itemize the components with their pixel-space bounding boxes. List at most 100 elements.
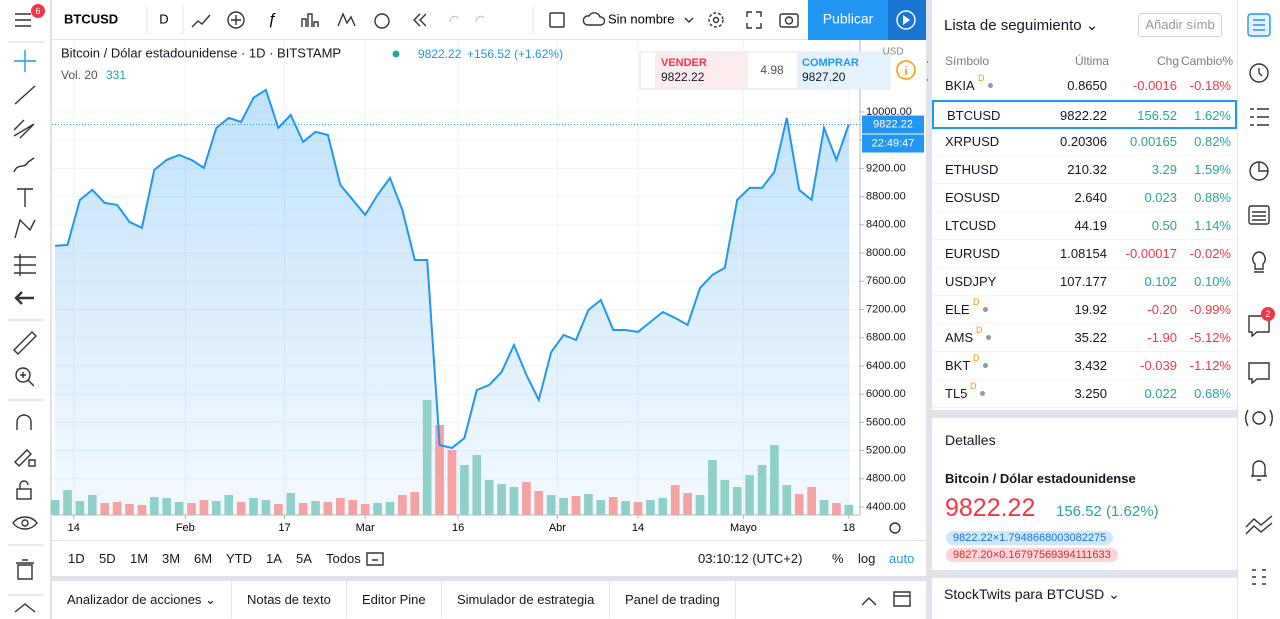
alerts-icon[interactable] <box>1249 63 1269 83</box>
zoom-buttons[interactable] <box>927 58 928 81</box>
range-button[interactable]: YTD <box>226 551 252 566</box>
pattern-tool[interactable] <box>14 218 36 239</box>
menu-icon[interactable] <box>15 13 31 27</box>
symbol[interactable]: BTCUSD <box>64 11 118 26</box>
indicator-add-icon[interactable] <box>227 11 245 29</box>
fib-tool[interactable] <box>13 119 35 139</box>
watchlist-row[interactable]: EURUSD 1.08154 -0.00017 -0.02% <box>932 240 1235 268</box>
stocktwits-text[interactable]: StockTwits para BTCUSD <box>944 586 1105 602</box>
fx-icon[interactable]: ƒ <box>268 11 277 28</box>
magnet-tool[interactable] <box>16 414 32 430</box>
fullscreen-icon[interactable] <box>746 11 762 29</box>
watchlist-row[interactable]: EOSUSD 2.640 0.023 0.88% <box>932 184 1235 212</box>
more-icon[interactable] <box>1252 569 1266 585</box>
measure-tool[interactable] <box>13 331 37 355</box>
range-button[interactable]: 1D <box>68 551 85 566</box>
templates-icon[interactable] <box>337 12 356 27</box>
range-button[interactable]: Todos <box>326 551 361 566</box>
text-tool[interactable] <box>17 188 33 207</box>
row-symbol[interactable]: ETHUSD <box>945 162 999 177</box>
watchlist-row[interactable]: ELE D 19.92 -0.20 -0.99% <box>932 296 1235 324</box>
prediction-tool[interactable] <box>14 254 36 276</box>
compare-icon[interactable] <box>301 13 319 27</box>
range-button[interactable]: 6M <box>194 551 213 566</box>
cloud-icon[interactable] <box>582 12 606 26</box>
row-symbol[interactable]: AMS <box>945 330 974 345</box>
streams-icon[interactable] <box>1252 411 1266 425</box>
trading-icon[interactable] <box>1245 515 1273 535</box>
row-symbol[interactable]: EOSUSD <box>945 190 1000 205</box>
range-button[interactable]: 5D <box>99 551 116 566</box>
crosshair-tool[interactable] <box>14 50 36 72</box>
publish-button[interactable] <box>808 0 888 40</box>
percent-toggle[interactable]: % <box>832 551 844 566</box>
trend-tool[interactable] <box>14 85 36 105</box>
brush-tool[interactable] <box>13 157 35 173</box>
range-button[interactable]: 1M <box>130 551 149 566</box>
date-range-icon[interactable] <box>366 552 384 566</box>
row-symbol[interactable]: ELE <box>945 302 970 317</box>
publish-text[interactable]: Publicar <box>823 11 874 27</box>
axis-settings[interactable] <box>889 522 901 534</box>
undo-redo[interactable] <box>449 15 485 23</box>
buy-price[interactable]: 9827.20 <box>802 70 846 84</box>
row-symbol[interactable]: BTCUSD <box>947 108 1001 123</box>
range-button[interactable]: 1A <box>266 551 282 566</box>
back-tool[interactable] <box>14 291 34 305</box>
watchlist-title-text[interactable]: Lista de seguimiento <box>944 17 1082 34</box>
bars-icon[interactable] <box>191 14 211 28</box>
sell-price[interactable]: 9822.22 <box>661 70 705 84</box>
watchlist-row[interactable]: XRPUSD 0.20306 0.00165 0.82% <box>932 128 1235 156</box>
tab[interactable]: Analizador de acciones ⌄ <box>52 581 232 618</box>
watchlist-row[interactable]: USDJPY 107.177 0.102 0.10% <box>932 268 1235 296</box>
row-symbol[interactable]: TL5 <box>945 386 968 401</box>
auto-toggle[interactable]: auto <box>889 551 915 566</box>
zoom-tool[interactable] <box>15 367 31 383</box>
tab[interactable]: Simulador de estrategia <box>442 581 611 618</box>
watchlist-row[interactable]: TL5 D 3.250 0.022 0.68% <box>932 380 1235 408</box>
delete-tool[interactable] <box>16 559 34 580</box>
settings-icon[interactable] <box>708 12 724 28</box>
more-tool[interactable] <box>14 603 36 613</box>
interval[interactable]: D <box>159 11 168 26</box>
messages-icon[interactable] <box>1248 362 1270 385</box>
lock-draw-tool[interactable] <box>14 449 36 467</box>
log-toggle[interactable]: log <box>858 551 876 566</box>
panel-toggle[interactable] <box>861 591 911 607</box>
watchlist-row[interactable]: AMS D 35.22 -1.90 -5.12% <box>932 324 1235 352</box>
ideas-icon[interactable] <box>1252 251 1266 273</box>
data-window-icon[interactable] <box>1250 108 1269 126</box>
replay-icon[interactable] <box>413 13 427 27</box>
watchlist-title[interactable]: Lista de seguimiento ⌄ <box>944 17 1099 34</box>
buy-button[interactable] <box>797 53 889 88</box>
range-button[interactable]: 5A <box>296 551 312 566</box>
snapshot-icon[interactable] <box>779 13 799 28</box>
row-symbol[interactable]: EURUSD <box>945 246 1000 261</box>
add-symbol-button[interactable]: Añadir símb <box>1138 13 1222 37</box>
stocktwits[interactable]: StockTwits para BTCUSD ⌄ <box>944 586 1120 602</box>
row-symbol[interactable]: USDJPY <box>945 274 997 289</box>
layout-icon[interactable] <box>549 12 565 28</box>
alert-icon[interactable] <box>374 13 390 29</box>
range-button[interactable]: 3M <box>162 551 181 566</box>
row-symbol[interactable]: BKIA <box>945 78 975 93</box>
tab[interactable]: Notas de texto <box>232 581 347 618</box>
row-symbol[interactable]: LTCUSD <box>945 218 997 233</box>
calendar-icon[interactable] <box>1248 205 1270 225</box>
lock-tool[interactable] <box>16 488 32 500</box>
layout-name[interactable]: Sin nombre <box>608 11 674 26</box>
buy-label[interactable]: COMPRAR <box>802 57 859 69</box>
row-symbol[interactable]: XRPUSD <box>945 134 1000 149</box>
tab[interactable]: Editor Pine <box>347 581 442 618</box>
watchlist-row[interactable]: ETHUSD 210.32 3.29 1.59% <box>932 156 1235 184</box>
sell-label[interactable]: VENDER <box>661 57 707 69</box>
watchlist-row[interactable]: LTCUSD 44.19 0.50 1.14% <box>932 212 1235 240</box>
watchlist-row[interactable]: BTCUSD 9822.22 156.52 1.62% <box>932 100 1237 129</box>
row-symbol[interactable]: BKT <box>945 358 971 373</box>
tab[interactable]: Panel de trading <box>610 581 736 618</box>
watchlist-row[interactable]: BKIA D 0.8650 -0.0016 -0.18% <box>932 72 1235 100</box>
notifications-icon[interactable] <box>1251 460 1267 481</box>
sell-button[interactable] <box>655 53 748 88</box>
hide-tool[interactable] <box>12 516 38 530</box>
watchlist-row[interactable]: BKT D 3.432 -0.039 -1.12% <box>932 352 1235 380</box>
